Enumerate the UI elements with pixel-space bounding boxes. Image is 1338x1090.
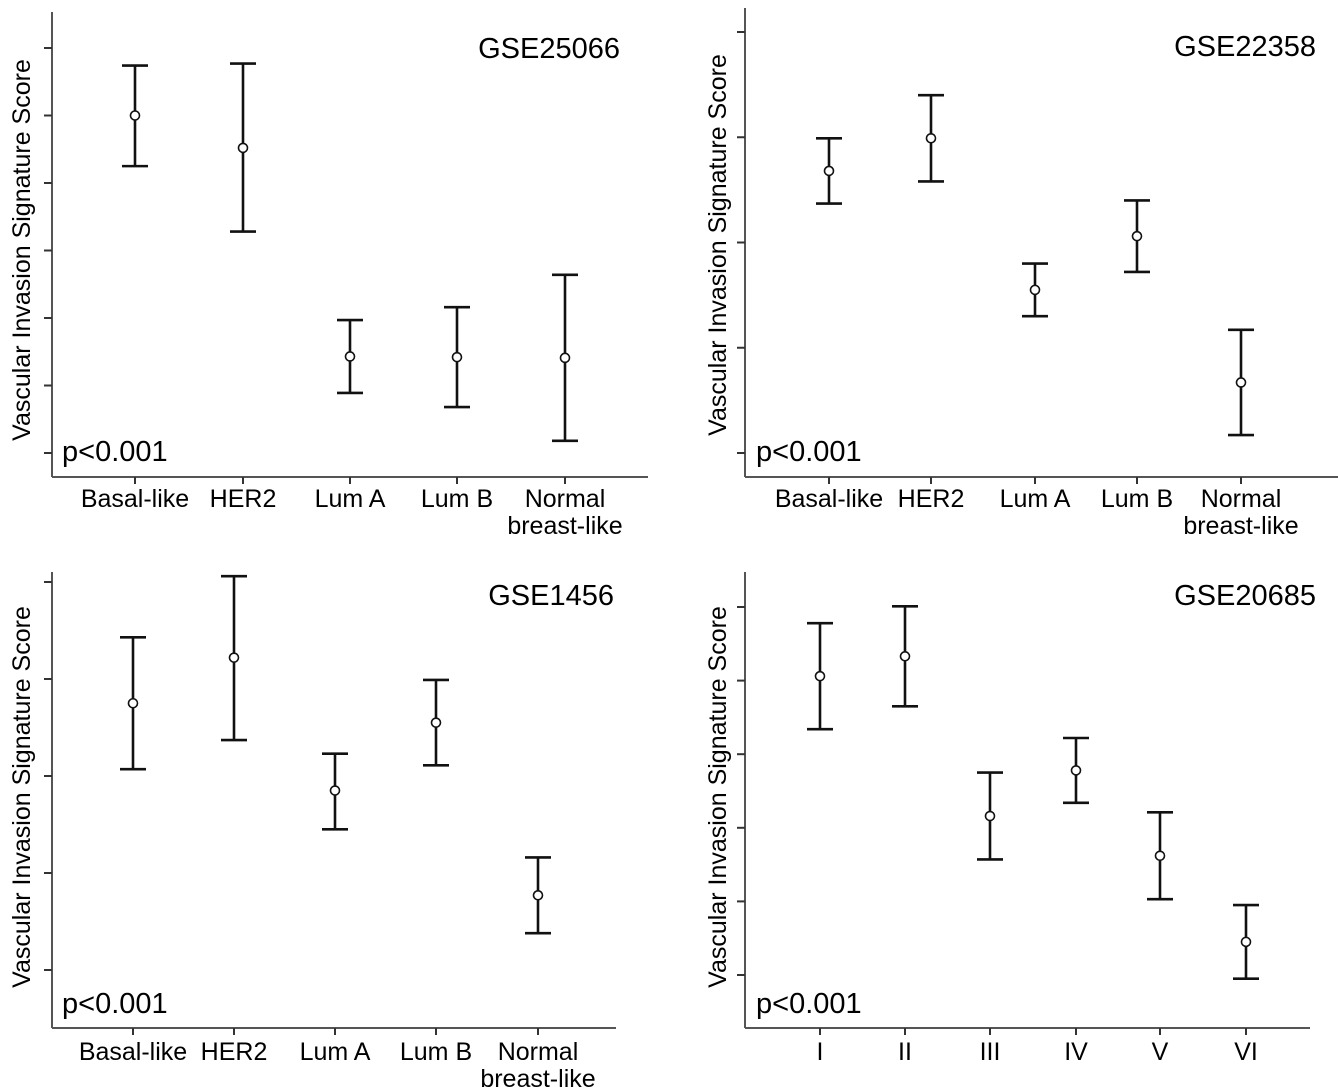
x-tick-label-line: Basal-like bbox=[81, 485, 189, 513]
x-tick-label: Basal-like bbox=[79, 1038, 187, 1066]
mean-point bbox=[1070, 765, 1082, 776]
mean-point bbox=[1029, 284, 1041, 296]
x-tick-label-line: V bbox=[1152, 1038, 1169, 1066]
x-tick-label: IV bbox=[1064, 1038, 1088, 1066]
mean-point bbox=[430, 717, 442, 728]
x-tick-label-line: Lum A bbox=[300, 1038, 371, 1066]
x-tick-label-line: Lum A bbox=[315, 485, 386, 513]
x-tick-label: V bbox=[1152, 1038, 1169, 1066]
x-tick-label: Normal breast-like bbox=[480, 1038, 595, 1090]
y-axis-label: Vascular Invasion Signature Score bbox=[704, 606, 732, 988]
p-value-annotation: p<0.001 bbox=[756, 436, 862, 468]
mean-point bbox=[451, 351, 463, 363]
x-tick-label-line: Lum B bbox=[1101, 485, 1173, 513]
mean-point bbox=[532, 890, 544, 901]
x-tick-label-line: HER2 bbox=[898, 485, 965, 513]
x-tick-label: HER2 bbox=[898, 485, 965, 513]
x-tick-label: I bbox=[817, 1038, 824, 1066]
x-tick-label-line: Lum A bbox=[1000, 485, 1071, 513]
x-tick-label: HER2 bbox=[210, 485, 277, 513]
panel-title: GSE22358 bbox=[1174, 31, 1316, 63]
x-tick-label: Lum A bbox=[300, 1038, 371, 1066]
x-tick-label: Lum B bbox=[421, 485, 493, 513]
mean-point bbox=[1240, 936, 1252, 948]
mean-point bbox=[1154, 850, 1166, 862]
panel-title: GSE1456 bbox=[488, 580, 614, 612]
mean-point bbox=[984, 810, 996, 822]
x-tick-label-line: Normal bbox=[1201, 485, 1282, 513]
y-axis-label: Vascular Invasion Signature Score bbox=[8, 606, 36, 988]
x-tick-label: Basal-like bbox=[81, 485, 189, 513]
mean-point bbox=[823, 165, 835, 177]
mean-point bbox=[1235, 377, 1247, 388]
mean-point bbox=[1131, 230, 1143, 242]
chart-panel-3: Basal-like HER2 Lum A Lum B Normal breast-lik… bbox=[8, 572, 616, 1090]
x-tick-label-line: I bbox=[817, 1038, 824, 1066]
mean-point bbox=[925, 133, 937, 144]
x-tick-label: II bbox=[898, 1038, 912, 1066]
mean-point bbox=[228, 652, 240, 663]
x-tick-label: Lum A bbox=[1000, 485, 1071, 513]
p-value-annotation: p<0.001 bbox=[756, 988, 862, 1020]
x-tick-label-line: Basal-like bbox=[79, 1038, 187, 1066]
p-value-annotation: p<0.001 bbox=[62, 988, 168, 1020]
x-tick-label-line: III bbox=[980, 1038, 1001, 1066]
mean-point bbox=[127, 697, 139, 709]
y-axis-label: Vascular Invasion Signature Score bbox=[8, 59, 36, 441]
x-tick-label-line: Basal-like bbox=[775, 485, 883, 513]
panel-title: GSE20685 bbox=[1174, 580, 1316, 612]
mean-point bbox=[559, 352, 571, 364]
mean-point bbox=[237, 142, 249, 154]
x-tick-label-line: breast-like bbox=[507, 512, 622, 540]
x-tick-label: Normal breast-like bbox=[507, 485, 622, 540]
p-value-annotation: p<0.001 bbox=[62, 436, 168, 468]
chart-panel-1: Basal-like HER2 Lum A Lum B Normal breast-lik… bbox=[8, 12, 648, 540]
panel-title: GSE25066 bbox=[478, 33, 620, 65]
x-tick-label: HER2 bbox=[201, 1038, 268, 1066]
x-tick-label: Lum B bbox=[1101, 485, 1173, 513]
x-tick-label: VI bbox=[1234, 1038, 1258, 1066]
x-tick-label: Normal breast-like bbox=[1183, 485, 1298, 540]
mean-point bbox=[129, 110, 141, 121]
chart-panel-2: Basal-like HER2 Lum A Lum B Normal breast-lik… bbox=[704, 8, 1338, 540]
mean-point bbox=[329, 785, 341, 796]
mean-point bbox=[814, 670, 826, 682]
x-tick-label-line: HER2 bbox=[210, 485, 277, 513]
x-tick-label-line: HER2 bbox=[201, 1038, 268, 1066]
x-tick-label-line: breast-like bbox=[480, 1065, 595, 1090]
x-tick-label-line: Lum B bbox=[421, 485, 493, 513]
x-tick-label: Basal-like bbox=[775, 485, 883, 513]
y-axis-label: Vascular Invasion Signature Score bbox=[704, 54, 732, 436]
x-tick-label-line: VI bbox=[1234, 1038, 1258, 1066]
x-tick-label: III bbox=[980, 1038, 1001, 1066]
x-tick-label-line: breast-like bbox=[1183, 512, 1298, 540]
mean-point bbox=[344, 351, 356, 362]
x-tick-label-line: IV bbox=[1064, 1038, 1088, 1066]
x-tick-label-line: Normal bbox=[525, 485, 606, 513]
x-tick-label: Lum A bbox=[315, 485, 386, 513]
x-tick-label: Lum B bbox=[400, 1038, 472, 1066]
x-tick-label-line: II bbox=[898, 1038, 912, 1066]
x-tick-label-line: Normal bbox=[498, 1038, 579, 1066]
x-tick-label-line: Lum B bbox=[400, 1038, 472, 1066]
mean-point bbox=[899, 651, 911, 662]
